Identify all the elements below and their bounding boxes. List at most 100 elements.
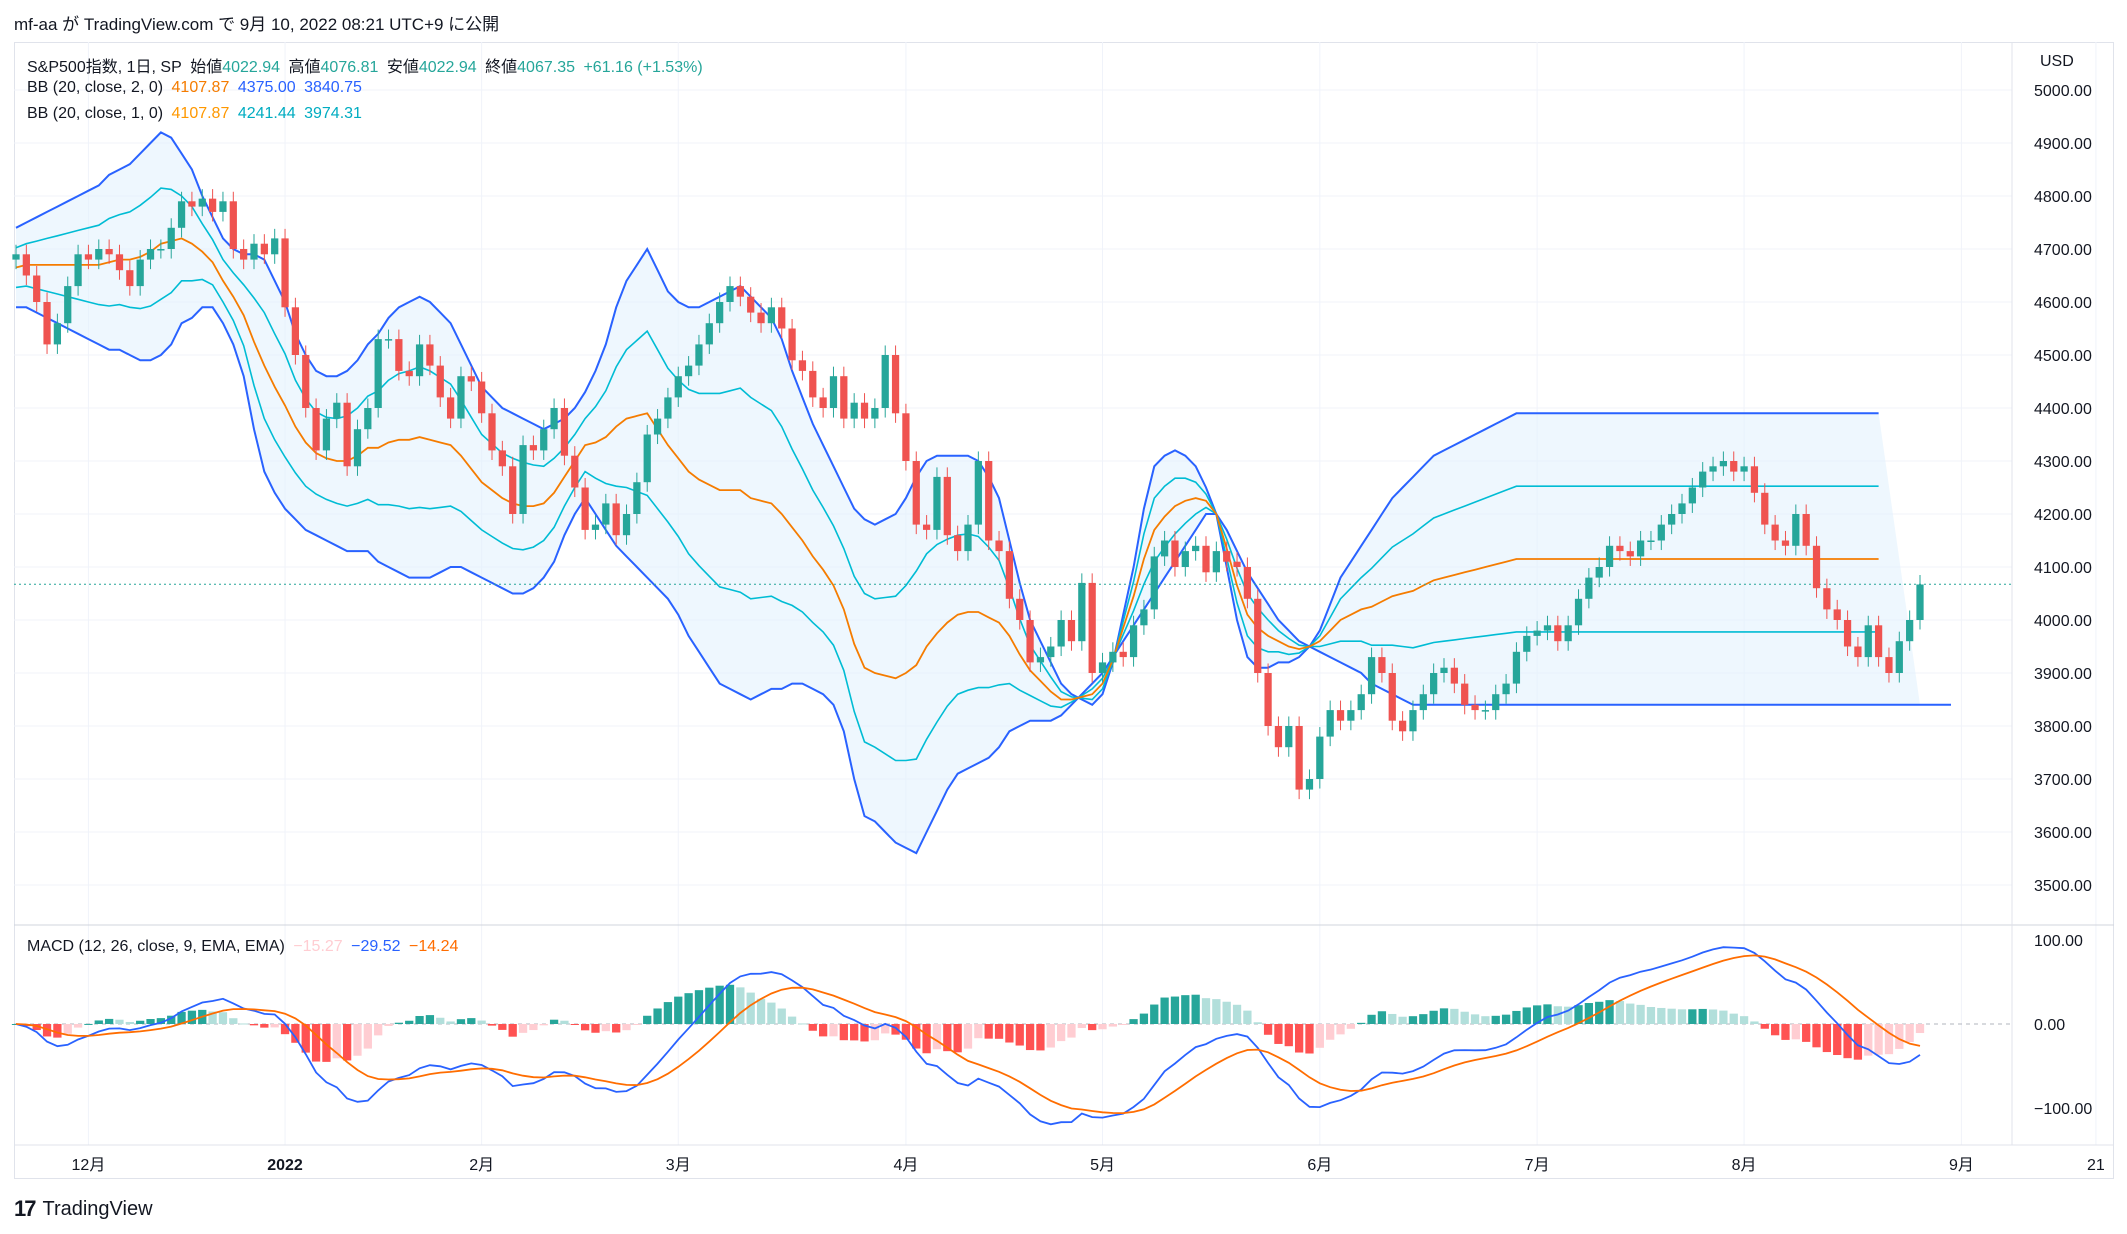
macd-histogram-bar: [1212, 999, 1221, 1024]
price-tick-label: 3800.00: [2034, 719, 2092, 736]
candle-body: [43, 302, 51, 345]
candle-body: [488, 413, 496, 451]
macd-histogram-bar: [663, 1002, 673, 1024]
macd-histogram-bar: [177, 1011, 186, 1024]
candle-body: [1192, 545, 1200, 552]
candle-body: [985, 461, 993, 541]
macd-histogram-bar: [301, 1024, 310, 1053]
macd-histogram-bar: [881, 1024, 890, 1034]
candle-body: [1316, 736, 1324, 779]
candle-body: [954, 535, 962, 552]
price-tick-label: 4300.00: [2034, 454, 2092, 471]
candle-body: [374, 339, 382, 408]
macd-histogram-bar: [146, 1019, 155, 1024]
macd-histogram-bar: [32, 1024, 41, 1031]
macd-histogram-bar: [498, 1024, 507, 1030]
candle-body: [1098, 662, 1107, 673]
macd-histogram-bar: [1077, 1024, 1086, 1029]
candle-body: [219, 201, 227, 212]
macd-histogram-bar: [84, 1023, 93, 1025]
candle-body: [1140, 609, 1148, 626]
candle-body: [695, 344, 703, 366]
candle-body: [1605, 545, 1614, 567]
change-value: +61.16 (+1.53%): [583, 59, 703, 76]
macd-histogram-bar: [746, 992, 755, 1024]
candle-body: [1512, 651, 1521, 684]
macd-histogram-bar: [1150, 1004, 1159, 1024]
candle-body: [809, 370, 817, 398]
macd-histogram-bar: [1253, 1022, 1262, 1024]
macd-histogram-bar: [1056, 1024, 1066, 1042]
candle-body: [529, 445, 538, 451]
macd-histogram-bar: [1532, 1005, 1542, 1024]
candle-body: [1305, 779, 1314, 790]
candle-body: [12, 254, 20, 260]
macd-histogram-bar: [1843, 1024, 1852, 1059]
candle-body: [571, 455, 579, 488]
candle-body: [1212, 551, 1220, 573]
macd-histogram-bar: [1781, 1024, 1790, 1040]
bb1-upper: 4241.44: [237, 105, 296, 122]
high-value: 4076.81: [320, 59, 379, 76]
time-tick-label: 6月: [1307, 1157, 1332, 1174]
candle-body: [716, 302, 724, 324]
macd-histogram-bar: [1315, 1024, 1324, 1048]
close-label: 終値: [485, 59, 518, 76]
macd-histogram-bar: [560, 1020, 569, 1024]
symbol-name: S&P500指数, 1日, SP: [27, 59, 182, 76]
low-value: 4022.94: [418, 59, 477, 76]
candle-body: [302, 355, 310, 408]
candle-body: [167, 227, 175, 249]
macd-histogram-bar: [1791, 1024, 1800, 1040]
signal-value: −14.24: [409, 938, 459, 955]
macd-histogram-bar: [1802, 1024, 1811, 1042]
macd-histogram-bar: [1574, 1005, 1583, 1024]
macd-legend[interactable]: MACD (12, 26, close, 9, EMA, EMA) −15.27…: [27, 938, 462, 956]
candle-body: [1678, 503, 1686, 514]
candle-body: [1047, 646, 1055, 658]
candle-body: [1243, 567, 1252, 599]
candle-body: [643, 434, 651, 483]
candle-body: [1523, 635, 1531, 652]
candle-body: [1792, 514, 1800, 546]
footer-brand[interactable]: 17 TradingView: [14, 1196, 153, 1222]
macd-histogram-bar: [1129, 1019, 1138, 1024]
time-tick-label: 2022: [267, 1157, 303, 1174]
candle-body: [519, 445, 527, 514]
macd-histogram-bar: [1367, 1014, 1376, 1024]
macd-histogram-bar: [1884, 1024, 1894, 1055]
macd-histogram-bar: [684, 993, 693, 1024]
symbol-legend[interactable]: S&P500指数, 1日, SP 始値4022.94 高値4076.81 安値4…: [27, 53, 707, 77]
macd-histogram-bar: [477, 1020, 486, 1024]
candle-body: [1067, 620, 1076, 642]
macd-histogram-bar: [1522, 1007, 1531, 1024]
candle-body: [177, 201, 186, 228]
candle-body: [540, 429, 548, 451]
price-tick-label: 4400.00: [2034, 401, 2092, 418]
macd-histogram-bar: [1326, 1024, 1335, 1040]
macd-histogram-bar: [1698, 1008, 1707, 1024]
candle-body: [1378, 657, 1386, 673]
candle-body: [1481, 710, 1490, 712]
candle-body: [291, 307, 300, 355]
macd-histogram-bar: [239, 1023, 248, 1025]
candle-body: [1285, 726, 1293, 748]
candle-body: [840, 376, 848, 419]
macd-label: MACD (12, 26, close, 9, EMA, EMA): [27, 938, 285, 955]
candle-body: [726, 286, 734, 302]
macd-histogram-bar: [1874, 1024, 1883, 1055]
bb-fill: [16, 132, 1920, 854]
macd-histogram-bar: [1294, 1024, 1304, 1053]
macd-tick-label: 100.00: [2034, 933, 2083, 950]
macd-histogram-bar: [394, 1022, 404, 1024]
macd-histogram-bar: [901, 1024, 911, 1040]
macd-histogram-bar: [187, 1010, 197, 1024]
macd-histogram-bar: [467, 1018, 476, 1024]
candle-body: [1854, 646, 1862, 658]
candle-body: [343, 402, 351, 467]
bb1-legend[interactable]: BB (20, close, 1, 0) 4107.87 4241.44 397…: [27, 105, 366, 123]
candle-body: [1430, 673, 1438, 695]
bb2-legend[interactable]: BB (20, close, 2, 0) 4107.87 4375.00 384…: [27, 79, 366, 97]
candle-body: [1730, 461, 1738, 472]
